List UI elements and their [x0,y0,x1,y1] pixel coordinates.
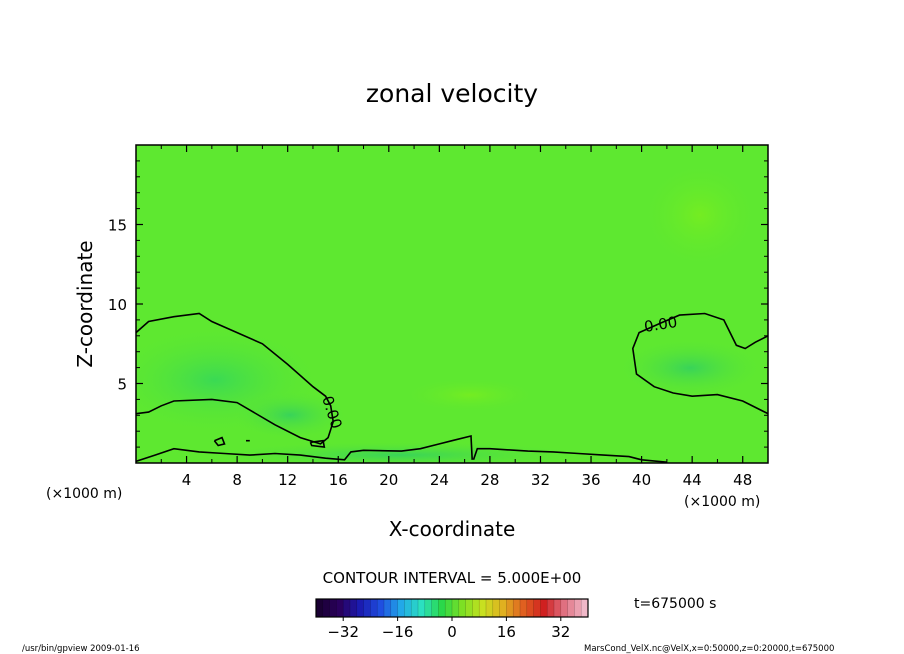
colorbar-swatch [499,599,507,617]
colorbar-swatch [547,599,555,617]
colorbar-swatch [492,599,500,617]
time-text: t=675000 s [634,596,716,612]
colorbar-swatch [472,599,480,617]
x-axis-label: X-coordinate [389,517,516,541]
field-shade-right [615,338,765,398]
colorbar-swatch [452,599,460,617]
x-tick-label: 36 [581,471,600,489]
x-tick-label: 28 [480,471,499,489]
colorbar-swatch [370,599,378,617]
colorbar-swatch [322,599,330,617]
colorbar-swatch [540,599,548,617]
x-tick-label: 44 [683,471,702,489]
colorbar-swatch [404,599,412,617]
colorbar-swatch [418,599,426,617]
field-light-upper [640,160,760,270]
colorbar-tick-label: 0 [447,623,457,641]
colorbar-tick-label: −32 [327,623,359,641]
colorbar-swatch [384,599,392,617]
colorbar-tick-label: 16 [497,623,516,641]
y-tick-label: 5 [117,376,127,394]
colorbar-swatch [377,599,385,617]
footer-left: /usr/bin/gpview 2009-01-16 [22,644,140,654]
colorbar-swatch [581,599,589,617]
contour-zero-bottom-left [136,434,473,463]
x-tick-label: 12 [278,471,297,489]
colorbar-swatch [513,599,521,617]
x-unit-right: (×1000 m) [684,494,760,510]
contour-blob-a [213,436,226,447]
y-tick-label: 15 [108,217,127,235]
colorbar-swatch [329,599,337,617]
contour-zero-right [631,312,768,415]
colorbar-swatch [343,599,351,617]
contour-zero-bottom-right [472,447,667,463]
colorbar-swatch [336,599,344,617]
x-tick-label: 48 [733,471,752,489]
colorbar-swatch [390,599,398,617]
colorbar: −32 −16 0 16 32 [315,598,589,641]
contour-label-right: 0.00 [643,313,679,336]
field-shade-bottom [200,441,600,463]
colorbar-swatch [363,599,371,617]
chart-title: zonal velocity [366,79,538,108]
colorbar-swatch [574,599,582,617]
colorbar-tick-label: 32 [551,623,570,641]
colorbar-swatch [411,599,419,617]
colorbar-swatch [458,599,466,617]
x-tick-label: 4 [182,471,192,489]
colorbar-swatch [486,599,494,617]
contour-blob-c [309,439,326,449]
x-tick-label: 20 [379,471,398,489]
contour-zero-left [136,312,335,445]
colorbar-tick-label: −16 [382,623,414,641]
contour-lines [136,312,768,463]
colorbar-swatch [560,599,568,617]
colorbar-swatch [431,599,439,617]
field-shade-center [230,390,350,440]
colorbar-swatch [438,599,446,617]
colorbar-swatch [479,599,487,617]
colorbar-swatch [397,599,405,617]
colorbar-swatch [445,599,453,617]
colorbar-swatch [554,599,562,617]
colorbar-swatch [356,599,364,617]
x-tick-label: 32 [531,471,550,489]
colorbar-swatch [533,599,541,617]
colorbar-swatch [520,599,528,617]
colorbar-swatch [526,599,534,617]
y-axis-label: Z-coordinate [73,240,97,367]
x-tick-label: 24 [430,471,449,489]
y-tick-label: 10 [108,296,127,314]
x-tick-label: 40 [632,471,651,489]
x-tick-label: 16 [329,471,348,489]
colorbar-swatch [316,599,324,617]
colorbar-swatch [350,599,358,617]
colorbar-swatch [506,599,514,617]
plot-area [136,145,768,463]
footer-right: MarsCond_VelX.nc@VelX,x=0:50000,z=0:2000… [584,644,834,654]
field-light-mid [400,377,540,413]
colorbar-swatch [465,599,473,617]
colorbar-swatch [424,599,432,617]
x-unit-left: (×1000 m) [46,486,122,502]
x-tick-label: 8 [232,471,242,489]
contour-interval-text: CONTOUR INTERVAL = 5.000E+00 [323,569,582,587]
colorbar-swatch [567,599,575,617]
